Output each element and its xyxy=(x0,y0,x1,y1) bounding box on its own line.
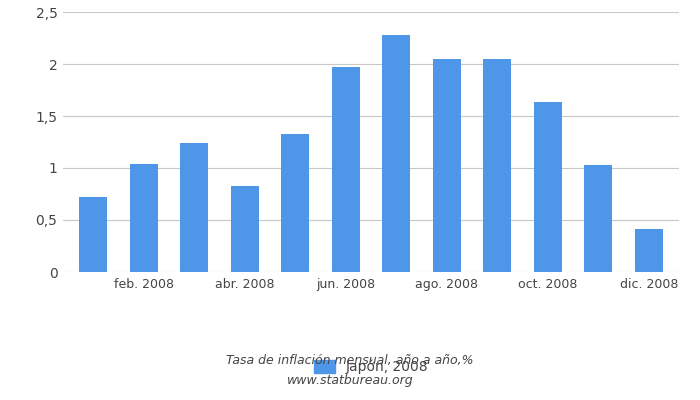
Bar xyxy=(584,165,612,272)
Legend: Japón, 2008: Japón, 2008 xyxy=(314,360,428,374)
Text: Tasa de inflación mensual, año a año,%: Tasa de inflación mensual, año a año,% xyxy=(226,354,474,367)
Bar xyxy=(181,143,208,272)
Bar xyxy=(79,197,107,272)
Bar xyxy=(130,164,158,272)
Bar xyxy=(281,134,309,272)
Bar xyxy=(534,102,561,272)
Bar xyxy=(231,186,259,272)
Bar xyxy=(635,229,663,272)
Bar xyxy=(433,59,461,272)
Bar xyxy=(483,59,511,272)
Bar xyxy=(382,35,410,272)
Bar xyxy=(332,67,360,272)
Text: www.statbureau.org: www.statbureau.org xyxy=(287,374,413,387)
